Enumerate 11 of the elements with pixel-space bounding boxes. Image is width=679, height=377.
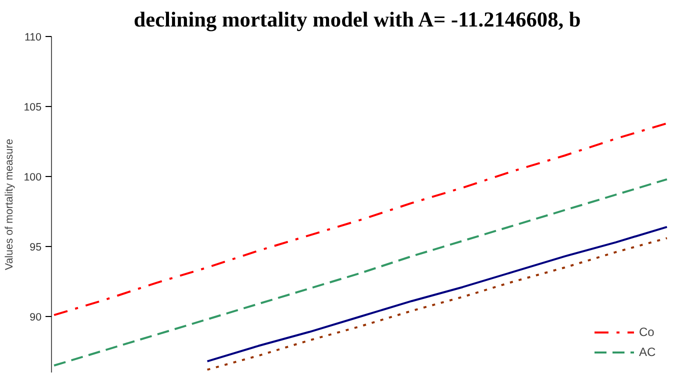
y-tick-label: 100: [24, 172, 42, 184]
y-tick-label: 90: [30, 312, 42, 324]
line-series: [53, 178, 668, 366]
legend-label: Co: [639, 325, 656, 339]
line-series: [53, 122, 668, 316]
legend-label: AC: [639, 345, 657, 359]
y-tick-label: 95: [30, 242, 42, 254]
chart-title: declining mortality model with A= -11.2146608, b: [134, 8, 581, 32]
y-axis-title: Values of mortality measure: [4, 138, 16, 270]
y-tick-label: 110: [24, 32, 42, 44]
y-tick-label: 105: [24, 102, 42, 114]
